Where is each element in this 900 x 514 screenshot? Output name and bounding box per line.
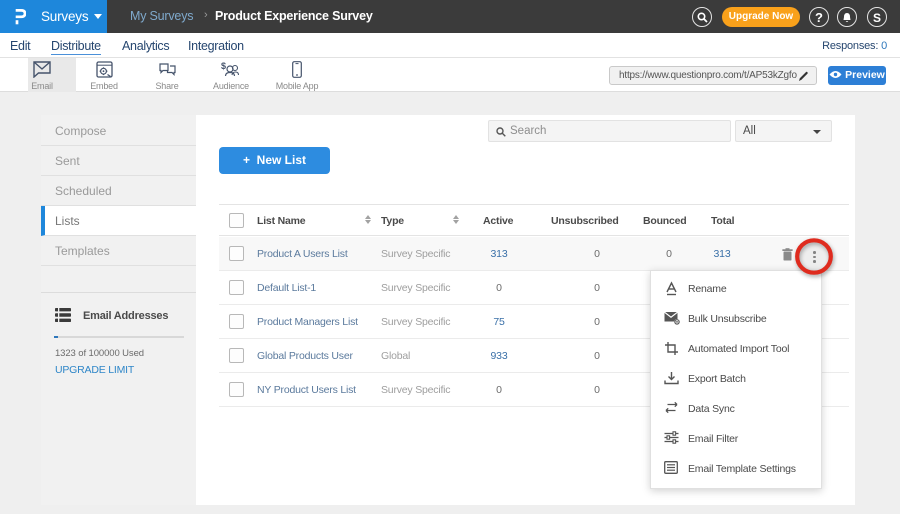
svg-text:$: $ xyxy=(221,61,226,71)
